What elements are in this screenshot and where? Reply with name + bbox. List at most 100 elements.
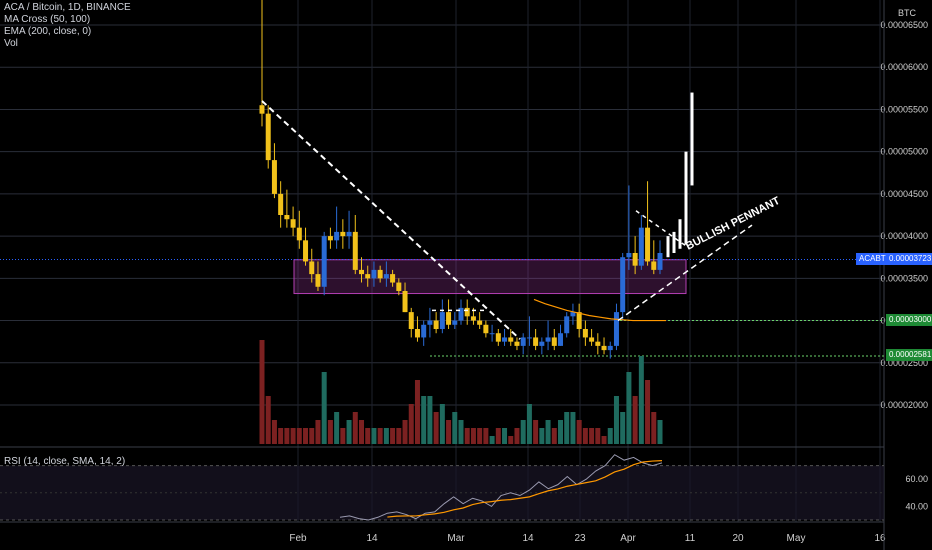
candle-body [589, 337, 595, 342]
volume-bar [327, 420, 333, 444]
volume-bar [539, 428, 545, 444]
candle-body [564, 316, 570, 334]
volume-bar [359, 420, 364, 444]
volume-bar [545, 420, 551, 444]
x-tick-label: Apr [620, 533, 636, 544]
candle-body [657, 253, 663, 270]
y-tick-label: 0.00002000 [880, 400, 928, 410]
pennant-resistance-line [635, 210, 691, 250]
volume-bar [402, 420, 408, 444]
volume-bar [508, 436, 514, 444]
y-tick-label: 0.00005000 [880, 147, 928, 157]
candle-body [439, 312, 445, 329]
candle-body [483, 324, 489, 334]
candle-body [645, 227, 651, 262]
volume-bar [284, 428, 290, 444]
volume-bar [601, 436, 607, 444]
candle-body [613, 312, 619, 346]
candle-body [470, 316, 476, 321]
level-2581-tag: 0.00002581 [886, 349, 932, 361]
volume-bar [520, 420, 526, 444]
volume-bar [365, 428, 371, 444]
candle-body [576, 312, 582, 329]
candle-body [315, 274, 321, 287]
candle-body [632, 253, 638, 266]
volume-bar [427, 396, 433, 444]
volume-bar [259, 340, 265, 444]
volume-bar [495, 428, 501, 444]
candle-body [651, 261, 657, 270]
legend-ema: EMA (200, close, 0) [4, 26, 92, 37]
volume-bar [526, 404, 532, 444]
volume-bar [576, 420, 582, 444]
candle-body [284, 215, 290, 220]
volume-bar [334, 412, 340, 444]
volume-bar [278, 428, 284, 444]
candle-body [520, 337, 526, 346]
candle-body [265, 113, 271, 161]
volume-bar [315, 420, 321, 444]
candle-body [377, 269, 383, 279]
x-tick-label: Feb [289, 533, 307, 544]
candle-body [607, 345, 613, 351]
volume-bar [390, 428, 396, 444]
rsi-tick-label: 40.00 [905, 501, 928, 511]
legend-ma-cross: MA Cross (50, 100) [4, 14, 91, 25]
candle-body [477, 320, 483, 325]
volume-bar [290, 428, 296, 444]
volume-bar [502, 428, 508, 444]
candle-body [582, 329, 588, 338]
volume-bar [483, 428, 489, 444]
candle-body [414, 329, 420, 338]
candle-body [595, 341, 601, 346]
candle-body [365, 274, 371, 279]
y-tick-label: 0.00004500 [880, 189, 928, 199]
volume-bar [408, 404, 414, 444]
volume-bar [477, 428, 483, 444]
volume-bar [582, 428, 588, 444]
candle-body [502, 337, 508, 342]
candle-body [271, 160, 277, 194]
projection-bar [684, 151, 688, 245]
candle-body [620, 257, 626, 313]
symbol-tag: ACABTC [856, 253, 895, 265]
volume-bar [613, 396, 619, 444]
candle-body [402, 291, 408, 313]
projection-bar [678, 219, 682, 249]
volume-bar [564, 412, 570, 444]
volume-bar [377, 428, 383, 444]
volume-bar [595, 428, 601, 444]
x-tick-label: 14 [366, 533, 378, 544]
volume-bar [452, 412, 458, 444]
candle-body [346, 231, 352, 237]
candle-body [526, 337, 532, 339]
candle-body [340, 231, 346, 237]
candle-body [545, 337, 551, 342]
volume-bar [352, 412, 358, 444]
last-price-tag: 0.00003723 [886, 253, 932, 265]
volume-bar [396, 428, 402, 444]
candle-body [278, 193, 284, 215]
y-tick-label: 0.00006000 [880, 62, 928, 72]
candle-body [321, 236, 327, 287]
candle-body [433, 320, 439, 329]
candle-body [638, 227, 644, 266]
pennant-support-line [617, 224, 753, 322]
projection-bar [690, 92, 694, 186]
candle-body [296, 227, 302, 241]
candle-body [383, 274, 389, 279]
candle-body [446, 312, 452, 325]
volume-bar [638, 356, 644, 444]
candle-body [427, 320, 433, 325]
volume-bar [296, 428, 302, 444]
candle-body [601, 345, 607, 351]
candle-body [551, 337, 557, 346]
x-tick-label: Mar [447, 533, 465, 544]
x-tick-label: 23 [574, 533, 586, 544]
candle-body [352, 231, 358, 270]
candle-body [359, 269, 364, 275]
volume-bar [657, 420, 663, 444]
annotation-bullish-pennant: BULLISH PENNANT [684, 195, 782, 253]
candle-body [539, 341, 545, 346]
